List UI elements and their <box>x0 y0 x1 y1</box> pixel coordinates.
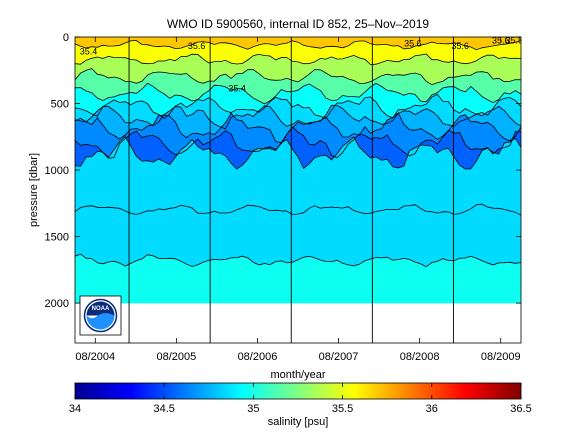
colorbar-tick-label: 34.5 <box>153 403 174 415</box>
isohaline-contour <box>75 82 521 105</box>
colorbar-label: salinity [psu] <box>268 416 329 428</box>
isohaline-contour <box>75 253 521 268</box>
colorbar-ticks: 34 34.5 35 35.5 36 36.5 <box>69 383 532 415</box>
isohaline-contour <box>75 126 521 159</box>
colorbar-tick-label: 35.5 <box>332 403 353 415</box>
y-tick-label: 0 <box>63 32 69 44</box>
x-tick-label: 08/2007 <box>319 351 359 363</box>
colorbar-tick-label: 34 <box>69 403 81 415</box>
contour-label: 35.6 <box>188 41 206 51</box>
y-tick-label: 500 <box>51 99 69 111</box>
plot-frame <box>74 36 522 344</box>
plot-area: 35.435.635.435.6 35.635.635.8 <box>75 36 523 343</box>
y-axis-label: pressure [dbar] <box>28 153 40 227</box>
colorbar-tick-label: 36 <box>426 403 438 415</box>
contour-label: 35.6 <box>451 41 469 51</box>
chart-title: WMO ID 5900560, internal ID 852, 25–Nov–… <box>167 17 429 31</box>
colorbar <box>74 382 522 400</box>
y-tick-label: 1500 <box>45 232 69 244</box>
colorbar-tick-label: 36.5 <box>510 403 531 415</box>
y-axis: 0 500 1000 1500 2000 <box>45 32 521 310</box>
isohaline-contour <box>75 53 521 65</box>
isohaline-contour <box>75 203 521 216</box>
contour-lines <box>75 40 521 268</box>
y-tick-label: 1000 <box>45 165 69 177</box>
x-tick-label: 08/2004 <box>75 351 115 363</box>
isohaline-contour <box>75 40 521 51</box>
contour-label: 35.8 <box>505 36 523 46</box>
colorbar-tick-label: 35 <box>247 403 259 415</box>
y-tick-label: 2000 <box>45 298 69 310</box>
year-marker-lines <box>128 37 454 343</box>
x-tick-label: 08/2006 <box>238 351 278 363</box>
x-tick-label: 08/2008 <box>400 351 440 363</box>
noaa-logo-icon: NOAA <box>79 295 122 336</box>
x-tick-label: 08/2009 <box>481 351 521 363</box>
isohaline-contour <box>75 104 521 130</box>
x-axis: 08/2004 08/2005 08/2006 08/2007 08/2008 08/20… <box>75 37 521 363</box>
contour-label: 35.6 <box>404 38 422 48</box>
contour-label: 35.4 <box>228 84 246 94</box>
isohaline-contour <box>75 68 521 86</box>
isohaline-contour <box>75 135 521 170</box>
logo-text: NOAA <box>92 306 110 312</box>
contour-label: 35.4 <box>80 46 98 56</box>
isohaline-contour <box>75 93 521 120</box>
x-axis-label: month/year <box>270 369 325 381</box>
salinity-band <box>75 253 521 304</box>
x-tick-label: 08/2005 <box>156 351 196 363</box>
